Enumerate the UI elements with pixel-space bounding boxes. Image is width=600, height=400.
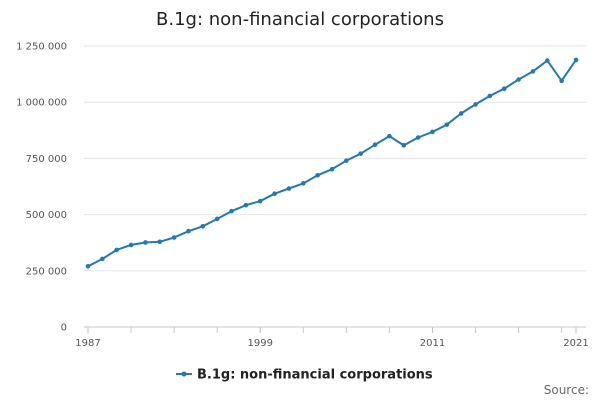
- data-point[interactable]: [171, 235, 177, 240]
- x-tick-label: 2021: [563, 338, 588, 349]
- y-axis-tick-labels: 0 250 000 500 000 750 000 1 000 000 1 250 000: [16, 42, 67, 334]
- y-tick-label: 500 000: [26, 210, 67, 221]
- legend-label: B.1g: non-financial corporations: [197, 368, 433, 383]
- x-tick-label: 1987: [75, 338, 100, 349]
- y-tick-label: 0: [61, 323, 67, 334]
- legend-point-marker: [181, 371, 187, 377]
- data-point[interactable]: [100, 256, 105, 262]
- data-point[interactable]: [143, 240, 148, 245]
- data-point[interactable]: [243, 202, 249, 208]
- data-point[interactable]: [530, 69, 536, 74]
- data-point[interactable]: [573, 57, 579, 63]
- data-point[interactable]: [114, 247, 120, 253]
- data-point[interactable]: [401, 143, 407, 148]
- data-point[interactable]: [286, 186, 292, 191]
- data-point[interactable]: [487, 93, 493, 99]
- data-point[interactable]: [372, 142, 378, 147]
- data-point[interactable]: [544, 58, 550, 63]
- x-axis-tick-labels: 1987 1999 2011 2021: [75, 338, 588, 349]
- data-point[interactable]: [329, 166, 335, 172]
- data-point[interactable]: [387, 133, 392, 139]
- data-point[interactable]: [300, 181, 306, 186]
- data-point[interactable]: [430, 129, 435, 135]
- chart-title: B.1g: non-financial corporations: [156, 9, 444, 30]
- y-tick-label: 1 000 000: [16, 98, 67, 109]
- data-point[interactable]: [344, 158, 349, 163]
- data-point[interactable]: [128, 242, 134, 248]
- data-point[interactable]: [473, 102, 478, 107]
- data-point[interactable]: [516, 77, 521, 82]
- x-tick-label: 1999: [248, 338, 273, 349]
- data-point[interactable]: [157, 239, 163, 245]
- data-point[interactable]: [458, 111, 464, 116]
- data-point[interactable]: [358, 151, 364, 156]
- data-point[interactable]: [272, 191, 277, 196]
- legend[interactable]: B.1g: non-financial corporations: [176, 368, 433, 383]
- data-point[interactable]: [315, 172, 320, 178]
- data-point[interactable]: [559, 78, 564, 84]
- data-point[interactable]: [415, 135, 421, 140]
- y-tick-label: 1 250 000: [16, 42, 67, 53]
- series-line: [87, 59, 577, 268]
- data-point[interactable]: [444, 122, 450, 127]
- series-layer: [85, 57, 579, 269]
- grid-lines: [84, 45, 586, 272]
- data-point[interactable]: [214, 216, 220, 222]
- x-tick-label: 2011: [420, 338, 445, 349]
- data-point[interactable]: [85, 264, 91, 269]
- source-label: Source:: [544, 383, 589, 397]
- data-point[interactable]: [501, 86, 507, 92]
- data-point[interactable]: [200, 223, 206, 229]
- y-tick-label: 250 000: [26, 266, 67, 277]
- data-point[interactable]: [186, 228, 191, 234]
- data-point[interactable]: [229, 208, 234, 214]
- y-tick-label: 750 000: [26, 154, 67, 165]
- data-point[interactable]: [257, 198, 263, 204]
- axes: [84, 326, 586, 333]
